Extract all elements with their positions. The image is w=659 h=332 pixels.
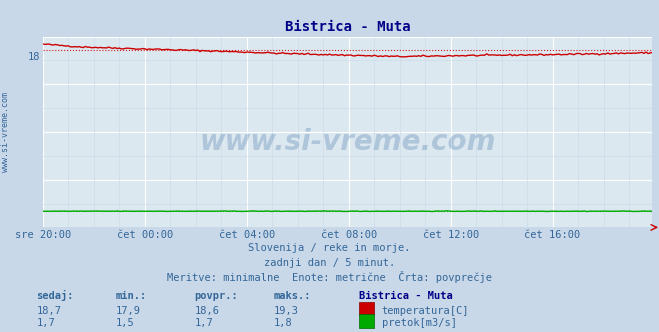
Text: maks.:: maks.: xyxy=(273,291,311,301)
Text: 19,3: 19,3 xyxy=(273,306,299,316)
Text: Meritve: minimalne  Enote: metrične  Črta: povprečje: Meritve: minimalne Enote: metrične Črta:… xyxy=(167,271,492,283)
Text: 1,7: 1,7 xyxy=(194,318,213,328)
Text: 18,6: 18,6 xyxy=(194,306,219,316)
Text: www.si-vreme.com: www.si-vreme.com xyxy=(1,92,10,172)
Text: povpr.:: povpr.: xyxy=(194,291,238,301)
Text: www.si-vreme.com: www.si-vreme.com xyxy=(200,127,496,155)
Text: 17,9: 17,9 xyxy=(115,306,140,316)
Text: 1,7: 1,7 xyxy=(36,318,55,328)
Text: temperatura[C]: temperatura[C] xyxy=(382,306,469,316)
Text: zadnji dan / 5 minut.: zadnji dan / 5 minut. xyxy=(264,258,395,268)
Text: Bistrica - Muta: Bistrica - Muta xyxy=(359,291,453,301)
Text: Slovenija / reke in morje.: Slovenija / reke in morje. xyxy=(248,243,411,253)
Text: sedaj:: sedaj: xyxy=(36,290,74,301)
Text: min.:: min.: xyxy=(115,291,146,301)
Title: Bistrica - Muta: Bistrica - Muta xyxy=(285,20,411,34)
Text: 1,8: 1,8 xyxy=(273,318,292,328)
Text: 18,7: 18,7 xyxy=(36,306,61,316)
Text: pretok[m3/s]: pretok[m3/s] xyxy=(382,318,457,328)
Text: 1,5: 1,5 xyxy=(115,318,134,328)
